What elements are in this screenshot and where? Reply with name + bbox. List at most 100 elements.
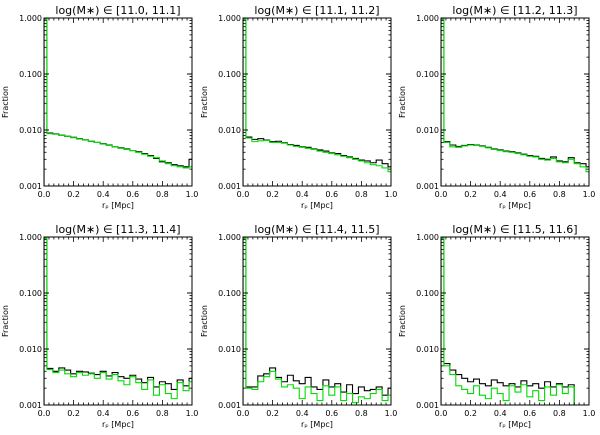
x-tick-label: 0.4 [296, 190, 309, 199]
y-tick-label: 1.000 [19, 233, 42, 242]
x-tick-label: 0.8 [156, 190, 169, 199]
x-tick-label: 0.2 [67, 409, 80, 418]
x-tick-label: 0.0 [435, 409, 448, 418]
panel-title: log(M∗) ∈ [11.0, 11.1] [55, 4, 180, 17]
panel-title: log(M∗) ∈ [11.3, 11.4] [55, 223, 180, 236]
x-tick-label: 1.0 [186, 190, 199, 199]
series-black-line [243, 18, 391, 186]
axes-frame [440, 17, 590, 187]
x-tick-label: 1.0 [186, 409, 199, 418]
x-tick-label: 0.6 [126, 190, 139, 199]
x-axis-label: rₚ [Mpc] [102, 420, 134, 429]
series-black-line [44, 18, 192, 186]
y-tick-label: 0.001 [19, 401, 42, 410]
x-tick-label: 0.8 [553, 190, 566, 199]
y-tick-label: 0.010 [19, 345, 42, 354]
x-axis-label: rₚ [Mpc] [499, 420, 531, 429]
series-green-line [441, 18, 589, 186]
x-tick-label: 0.4 [97, 409, 110, 418]
series-green-line [243, 18, 391, 186]
series-black-line [44, 237, 192, 405]
x-tick-label: 0.0 [38, 190, 51, 199]
y-tick-label: 0.010 [416, 345, 439, 354]
y-tick-label: 0.001 [19, 182, 42, 191]
panel-6: 0.0 0.2 0.4 0.6 0.8 1.0 0.001 0.010 0.100 1.000 lo… [398, 223, 595, 429]
series-black-line [243, 237, 391, 405]
y-tick-label: 0.100 [19, 70, 42, 79]
x-tick-label: 0.4 [494, 190, 507, 199]
x-tick-label: 0.6 [523, 190, 536, 199]
axes-frame [440, 236, 590, 406]
y-axis-label: Fraction [1, 305, 10, 337]
panel-title: log(M∗) ∈ [11.5, 11.6] [452, 223, 577, 236]
x-tick-label: 0.8 [156, 409, 169, 418]
y-tick-label: 0.100 [416, 289, 439, 298]
y-tick-label: 0.001 [416, 401, 439, 410]
panel-3: 0.0 0.2 0.4 0.6 0.8 1.0 0.001 0.010 0.100 1.000 lo… [398, 4, 595, 210]
x-tick-label: 0.0 [435, 190, 448, 199]
y-tick-label: 0.001 [416, 182, 439, 191]
x-tick-label: 0.4 [296, 409, 309, 418]
y-tick-label: 0.010 [416, 126, 439, 135]
x-tick-label: 1.0 [583, 409, 596, 418]
y-axis-label: Fraction [200, 305, 209, 337]
y-tick-label: 1.000 [416, 14, 439, 23]
y-tick-label: 0.100 [416, 70, 439, 79]
series-green-line [44, 237, 192, 405]
series-black-line [441, 18, 589, 186]
x-axis-label: rₚ [Mpc] [301, 201, 333, 210]
series-green-line [243, 237, 391, 405]
y-tick-label: 1.000 [416, 233, 439, 242]
x-tick-label: 0.4 [494, 409, 507, 418]
x-tick-label: 0.2 [266, 190, 279, 199]
y-axis-label: Fraction [1, 86, 10, 118]
x-tick-label: 0.6 [325, 190, 338, 199]
panel-2: 0.0 0.2 0.4 0.6 0.8 1.0 0.001 0.010 0.100 1.000 lo… [200, 4, 397, 210]
y-axis-label: Fraction [200, 86, 209, 118]
panel-title: log(M∗) ∈ [11.2, 11.3] [452, 4, 577, 17]
axes-frame [43, 17, 193, 187]
x-tick-label: 0.2 [67, 190, 80, 199]
x-axis-label: rₚ [Mpc] [499, 201, 531, 210]
x-tick-label: 1.0 [385, 190, 398, 199]
y-tick-label: 1.000 [19, 14, 42, 23]
y-tick-label: 0.001 [218, 401, 241, 410]
x-tick-label: 1.0 [385, 409, 398, 418]
y-tick-label: 1.000 [218, 233, 241, 242]
x-tick-label: 0.6 [126, 409, 139, 418]
x-tick-label: 0.0 [237, 409, 250, 418]
y-tick-label: 0.010 [218, 345, 241, 354]
panel-title: log(M∗) ∈ [11.1, 11.2] [254, 4, 379, 17]
y-tick-label: 0.010 [218, 126, 241, 135]
y-tick-label: 0.010 [19, 126, 42, 135]
y-tick-label: 0.001 [218, 182, 241, 191]
x-tick-label: 0.8 [355, 409, 368, 418]
x-tick-label: 0.4 [97, 190, 110, 199]
series-green-line [441, 237, 589, 405]
axes-frame [242, 236, 392, 406]
x-tick-label: 0.2 [266, 409, 279, 418]
series-green-line [44, 18, 192, 186]
y-tick-label: 0.100 [218, 289, 241, 298]
y-tick-label: 0.100 [19, 289, 42, 298]
x-tick-label: 0.8 [553, 409, 566, 418]
x-tick-label: 0.8 [355, 190, 368, 199]
x-tick-label: 0.0 [237, 190, 250, 199]
panel-5: 0.0 0.2 0.4 0.6 0.8 1.0 0.001 0.010 0.100 1.000 lo… [200, 223, 397, 429]
x-axis-label: rₚ [Mpc] [102, 201, 134, 210]
panel-4: 0.0 0.2 0.4 0.6 0.8 1.0 0.001 0.010 0.100 1.000 lo… [1, 223, 198, 429]
y-tick-label: 1.000 [218, 14, 241, 23]
x-axis-label: rₚ [Mpc] [301, 420, 333, 429]
x-tick-label: 0.6 [325, 409, 338, 418]
x-tick-label: 0.0 [38, 409, 51, 418]
y-axis-label: Fraction [398, 305, 407, 337]
x-tick-label: 1.0 [583, 190, 596, 199]
y-axis-label: Fraction [398, 86, 407, 118]
x-tick-label: 0.2 [464, 190, 477, 199]
panel-title: log(M∗) ∈ [11.4, 11.5] [254, 223, 379, 236]
x-tick-label: 0.6 [523, 409, 536, 418]
x-tick-label: 0.2 [464, 409, 477, 418]
panel-1: 0.0 0.2 0.4 0.6 0.8 1.0 0.001 0.010 0.100 1.000 lo… [1, 4, 198, 210]
series-black-line [441, 237, 589, 405]
